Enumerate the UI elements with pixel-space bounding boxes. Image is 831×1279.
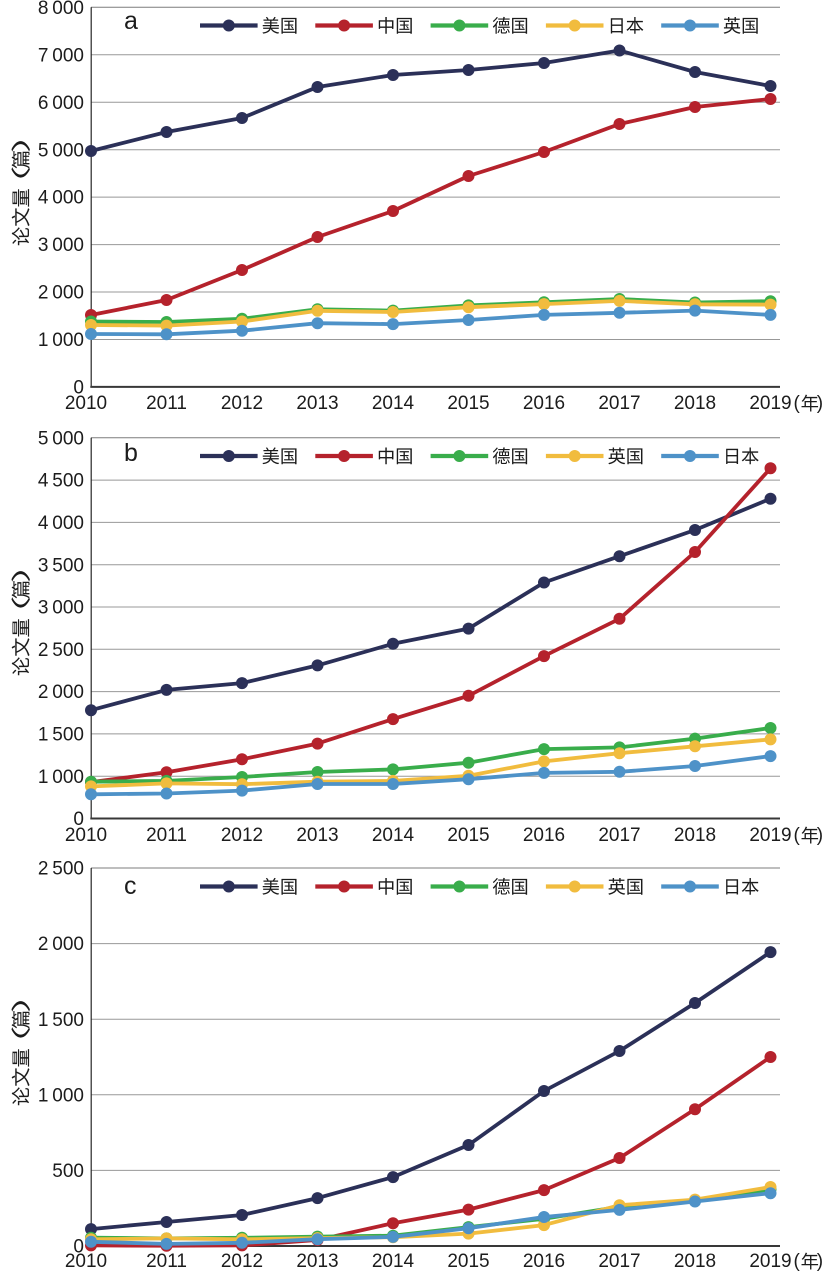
svg-text:2016: 2016 xyxy=(523,825,565,846)
svg-text:7 000: 7 000 xyxy=(38,45,84,66)
svg-text:2015: 2015 xyxy=(447,825,489,846)
svg-text:2016: 2016 xyxy=(523,393,565,414)
svg-text:1 000: 1 000 xyxy=(38,767,84,788)
svg-text:3 000: 3 000 xyxy=(38,235,84,256)
svg-text:(: ( xyxy=(794,825,801,846)
svg-text:2014: 2014 xyxy=(372,1251,415,1272)
svg-text:2019: 2019 xyxy=(749,825,791,846)
svg-text:0: 0 xyxy=(73,378,84,399)
svg-text:2011: 2011 xyxy=(146,393,187,414)
svg-text:3 000: 3 000 xyxy=(38,598,84,619)
svg-text:2017: 2017 xyxy=(598,393,640,414)
svg-text:2010: 2010 xyxy=(65,393,107,414)
svg-text:2 500: 2 500 xyxy=(38,640,84,661)
svg-text:): ) xyxy=(817,1251,823,1272)
svg-text:2 500: 2 500 xyxy=(38,859,84,880)
svg-text:2014: 2014 xyxy=(372,393,415,414)
svg-text:8 000: 8 000 xyxy=(38,0,84,19)
svg-text:b: b xyxy=(124,439,138,467)
svg-text:4 500: 4 500 xyxy=(38,471,84,492)
svg-text:2 000: 2 000 xyxy=(38,682,84,703)
svg-text:2015: 2015 xyxy=(447,393,489,414)
svg-text:(: ( xyxy=(794,1251,801,1272)
svg-text:2012: 2012 xyxy=(221,1251,263,1272)
svg-text:2014: 2014 xyxy=(372,825,415,846)
svg-text:2010: 2010 xyxy=(65,1251,107,1272)
svg-text:2013: 2013 xyxy=(296,1251,338,1272)
svg-text:2015: 2015 xyxy=(447,1251,489,1272)
svg-text:2013: 2013 xyxy=(296,825,338,846)
svg-text:2018: 2018 xyxy=(674,393,716,414)
svg-text:4 000: 4 000 xyxy=(38,513,84,534)
svg-text:6 000: 6 000 xyxy=(38,93,84,114)
svg-text:1 000: 1 000 xyxy=(38,1085,84,1106)
svg-text:500: 500 xyxy=(52,1161,84,1182)
svg-text:1 500: 1 500 xyxy=(38,725,84,746)
svg-text:2010: 2010 xyxy=(65,825,107,846)
svg-text:5 000: 5 000 xyxy=(38,140,84,161)
svg-text:c: c xyxy=(124,872,137,900)
svg-text:0: 0 xyxy=(73,809,84,830)
svg-text:): ) xyxy=(817,825,823,846)
svg-text:4 000: 4 000 xyxy=(38,188,84,209)
svg-text:2013: 2013 xyxy=(296,393,338,414)
svg-text:2018: 2018 xyxy=(674,825,716,846)
svg-text:5 000: 5 000 xyxy=(38,428,84,449)
svg-text:3 500: 3 500 xyxy=(38,555,84,576)
svg-text:2012: 2012 xyxy=(221,825,263,846)
svg-text:1 500: 1 500 xyxy=(38,1010,84,1031)
svg-text:2017: 2017 xyxy=(598,825,640,846)
svg-text:2016: 2016 xyxy=(523,1251,565,1272)
svg-text:): ) xyxy=(817,393,823,414)
svg-text:2011: 2011 xyxy=(146,1251,187,1272)
svg-text:2018: 2018 xyxy=(674,1251,716,1272)
svg-text:a: a xyxy=(124,7,138,35)
svg-text:1 000: 1 000 xyxy=(38,330,84,351)
svg-text:2 000: 2 000 xyxy=(38,283,84,304)
svg-text:2019: 2019 xyxy=(749,393,791,414)
svg-text:2017: 2017 xyxy=(598,1251,640,1272)
svg-text:2019: 2019 xyxy=(749,1251,791,1272)
svg-text:(: ( xyxy=(794,393,801,414)
svg-text:2012: 2012 xyxy=(221,393,263,414)
svg-text:0: 0 xyxy=(73,1237,84,1258)
svg-text:2 000: 2 000 xyxy=(38,934,84,955)
svg-text:2011: 2011 xyxy=(146,825,187,846)
